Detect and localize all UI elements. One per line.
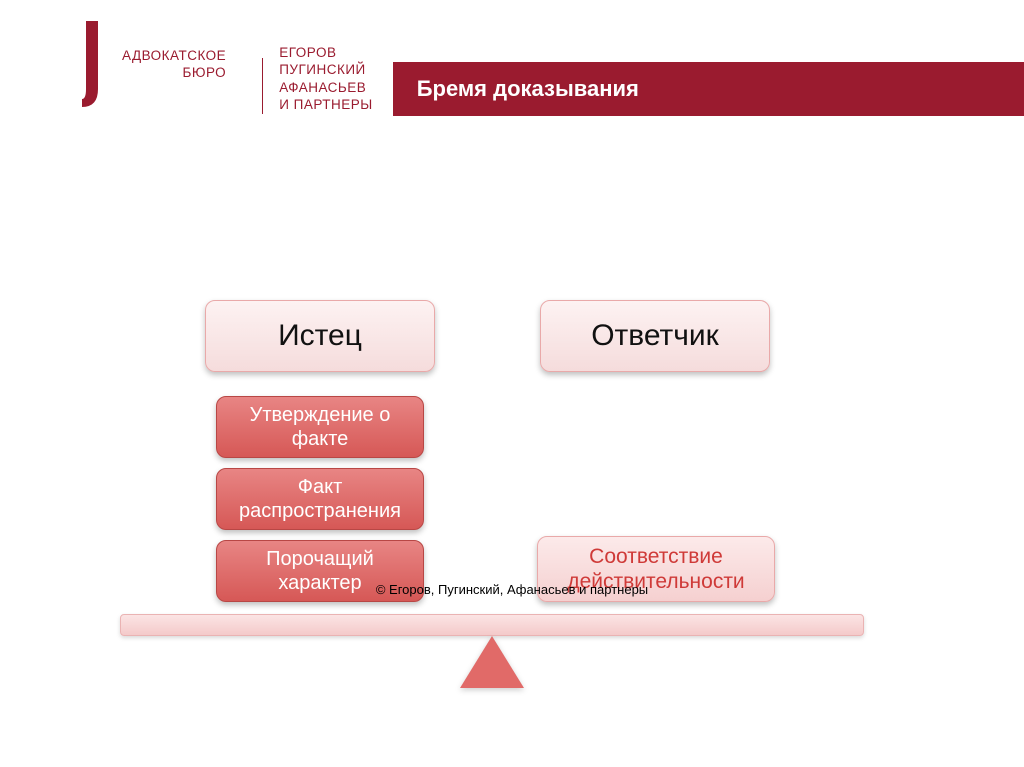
logo-name: И ПАРТНЕРЫ bbox=[279, 96, 373, 114]
plaintiff-label: Истец bbox=[278, 318, 362, 354]
logo-name: ПУГИНСКИЙ bbox=[279, 61, 373, 79]
fulcrum-triangle-icon bbox=[460, 636, 524, 688]
slide-title: Бремя доказывания bbox=[393, 62, 1024, 116]
logo-mark-icon bbox=[80, 21, 104, 109]
logo-divider bbox=[262, 58, 263, 114]
defendant-label: Ответчик bbox=[591, 318, 719, 354]
logo-block: АДВОКАТСКОЕ БЮРО bbox=[0, 0, 246, 130]
plaintiff-box: Истец bbox=[205, 300, 435, 372]
plaintiff-claim: Факт распространения bbox=[216, 468, 424, 530]
logo-name: ЕГОРОВ bbox=[279, 44, 373, 62]
copyright-footer: © Егоров, Пугинский, Афанасьев и партнер… bbox=[0, 582, 1024, 597]
claim-text: Утверждение о факте bbox=[225, 403, 415, 451]
logo-names: ЕГОРОВ ПУГИНСКИЙ АФАНАСЬЕВ И ПАРТНЕРЫ bbox=[279, 0, 373, 130]
claim-text: Факт распространения bbox=[225, 475, 415, 523]
plaintiff-claim: Утверждение о факте bbox=[216, 396, 424, 458]
logo-line2: БЮРО bbox=[122, 65, 226, 82]
defendant-box: Ответчик bbox=[540, 300, 770, 372]
slide-header: АДВОКАТСКОЕ БЮРО ЕГОРОВ ПУГИНСКИЙ АФАНАС… bbox=[0, 0, 1024, 130]
logo-name: АФАНАСЬЕВ bbox=[279, 79, 373, 97]
logo-line1: АДВОКАТСКОЕ bbox=[122, 48, 226, 65]
logo-text: АДВОКАТСКОЕ БЮРО bbox=[122, 48, 226, 82]
balance-beam bbox=[120, 614, 864, 636]
